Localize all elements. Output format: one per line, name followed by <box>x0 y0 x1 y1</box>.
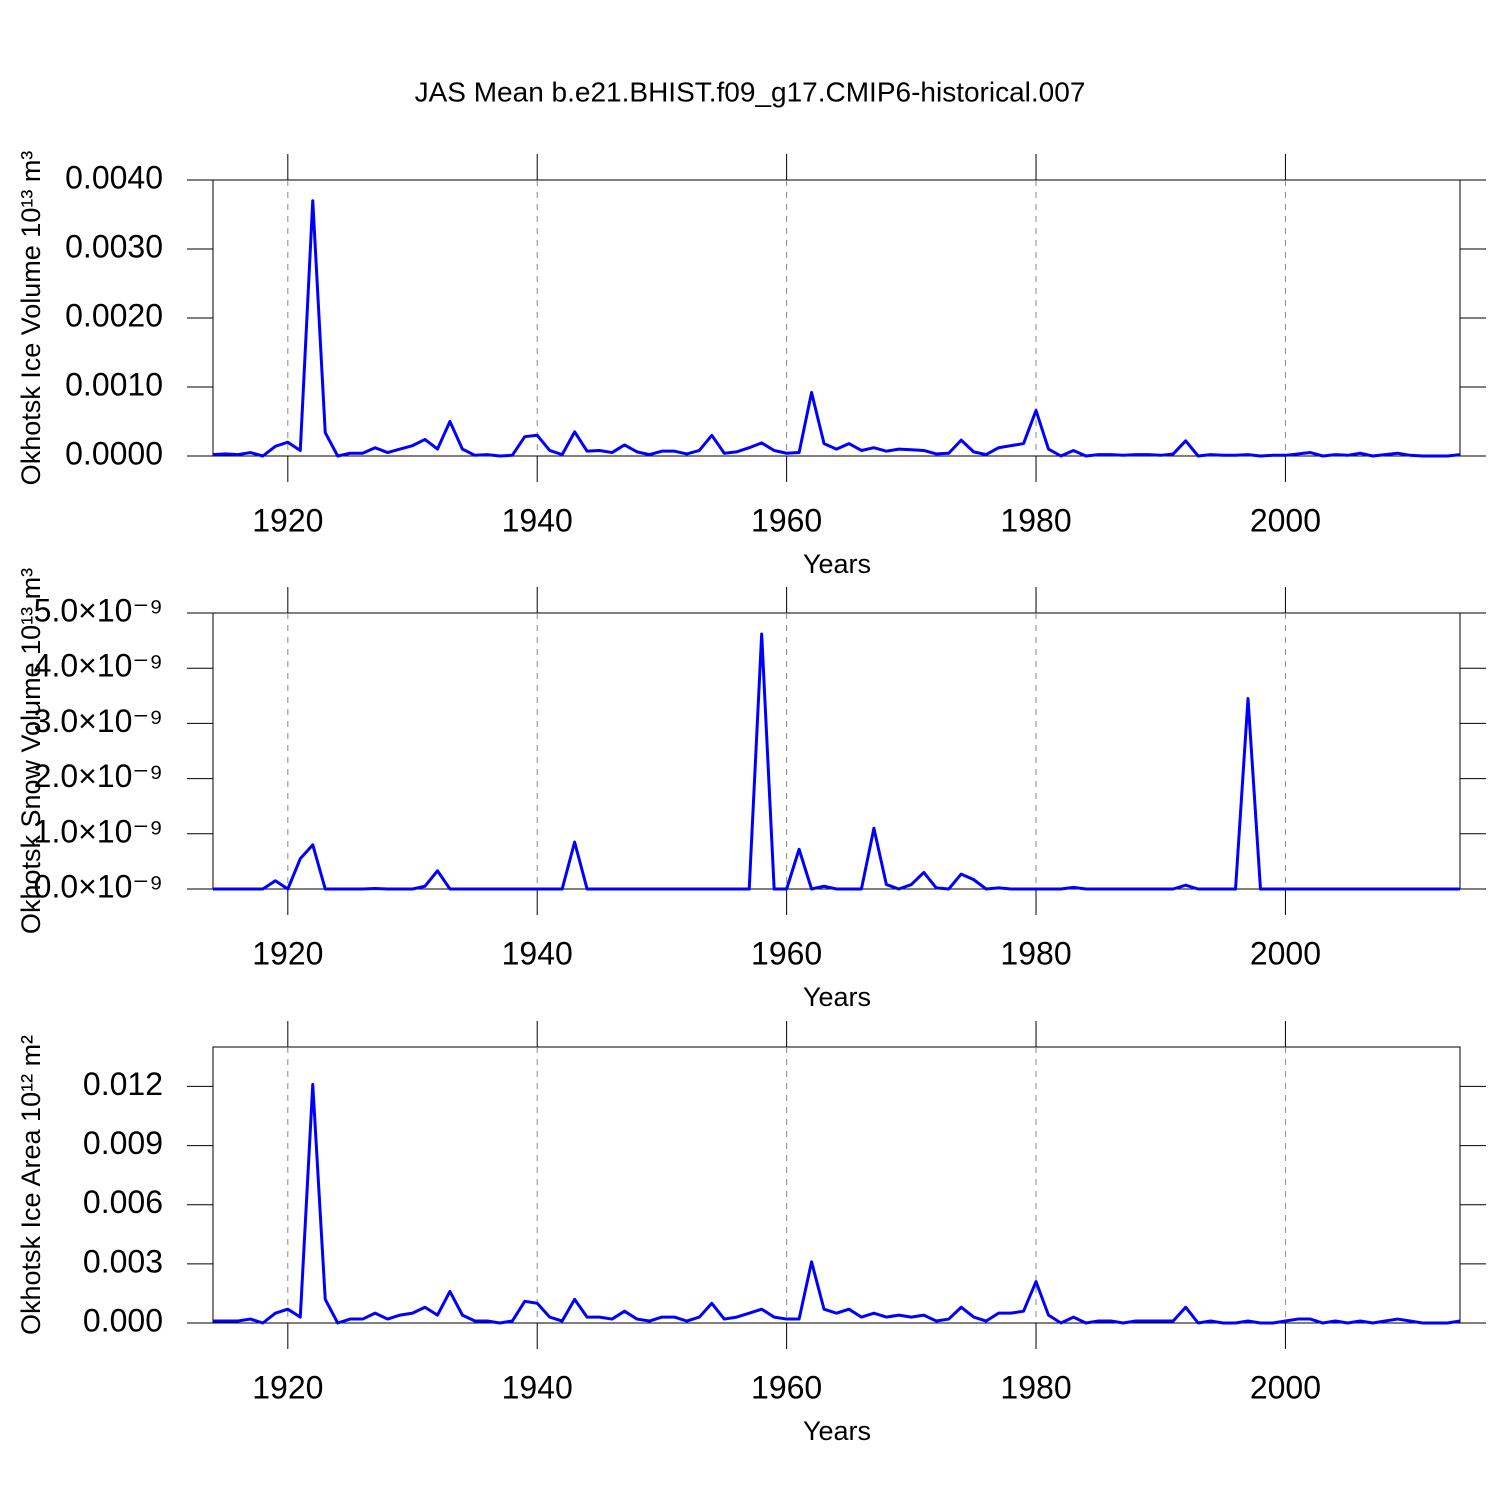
x-tick-label: 1960 <box>751 502 822 538</box>
chart-title: JAS Mean b.e21.BHIST.f09_g17.CMIP6-histo… <box>415 76 1086 107</box>
y-tick-label: 4.0×10⁻⁹ <box>34 648 163 684</box>
y-tick-label: 0.006 <box>83 1184 163 1220</box>
x-tick-label: 2000 <box>1250 502 1321 538</box>
y-tick-label: 5.0×10⁻⁹ <box>34 592 163 628</box>
x-axis-label: Years <box>803 982 871 1012</box>
x-tick-label: 1920 <box>252 935 323 971</box>
x-axis-label: Years <box>803 1416 871 1446</box>
y-tick-label: 2.0×10⁻⁹ <box>34 758 163 794</box>
x-tick-label: 1920 <box>252 1369 323 1405</box>
y-tick-label: 0.003 <box>83 1243 163 1279</box>
x-tick-label: 1980 <box>1000 1369 1071 1405</box>
y-tick-label: 0.009 <box>83 1125 163 1161</box>
x-tick-label: 1940 <box>502 935 573 971</box>
x-tick-label: 2000 <box>1250 935 1321 971</box>
y-tick-label: 3.0×10⁻⁹ <box>34 703 163 739</box>
y-tick-label: 0.0000 <box>65 435 163 471</box>
y-tick-label: 0.0040 <box>65 159 163 195</box>
data-line <box>213 1082 1461 1325</box>
y-tick-label: 1.0×10⁻⁹ <box>34 813 163 849</box>
data-line <box>212 199 1461 458</box>
y-axis-label: Okhotsk Ice Volume 10¹³ m³ <box>16 151 46 486</box>
x-tick-label: 1960 <box>751 935 822 971</box>
x-tick-label: 1980 <box>1000 502 1071 538</box>
y-axis-label: Okhotsk Snow Volume 10¹³ m³ <box>16 568 46 934</box>
plot-frame <box>212 179 1461 457</box>
x-tick-label: 1920 <box>252 502 323 538</box>
y-tick-label: 0.0020 <box>65 297 163 333</box>
x-axis-label: Years <box>803 549 871 579</box>
y-tick-label: 0.000 <box>83 1302 163 1338</box>
x-tick-label: 1940 <box>502 1369 573 1405</box>
plot-frame <box>212 1046 1461 1324</box>
y-tick-label: 0.012 <box>83 1066 163 1102</box>
plot-frame <box>212 612 1461 890</box>
x-tick-label: 1940 <box>502 502 573 538</box>
x-tick-label: 1960 <box>751 1369 822 1405</box>
x-tick-label: 1980 <box>1000 935 1071 971</box>
x-tick-label: 2000 <box>1250 1369 1321 1405</box>
y-tick-label: 0.0030 <box>65 228 163 264</box>
y-axis-label: Okhotsk Ice Area 10¹² m² <box>16 1035 46 1335</box>
y-tick-label: 0.0010 <box>65 366 163 402</box>
y-tick-label: 0.0×10⁻⁹ <box>34 868 163 904</box>
data-line <box>213 632 1460 891</box>
